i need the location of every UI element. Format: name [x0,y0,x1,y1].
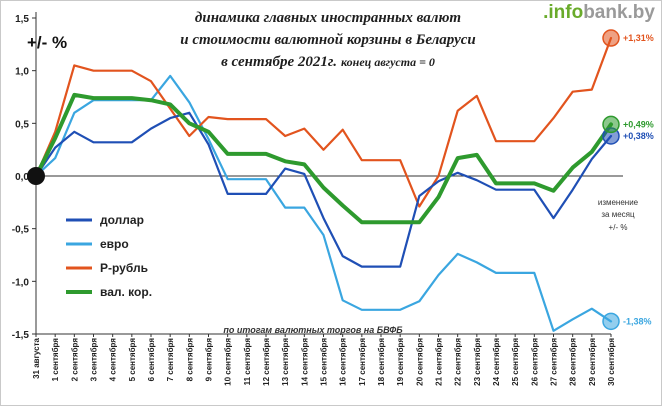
x-tick-label: 21 сентября [435,338,444,386]
x-tick-label: 3 сентября [90,338,99,382]
y-tick-label: 0,0 [15,172,29,183]
monthly-change-note: изменение за месяц +/- % [598,198,639,232]
source-note: по итогам валютных торгов на БВФБ [223,325,403,335]
x-tick-label: 26 сентября [530,338,539,386]
legend: доллар евро Р-рубль вал. кор. [66,213,152,299]
chart-subtitle: конец августа = 0 [341,55,435,69]
x-tick-label: 1 сентября [51,338,60,382]
x-tick-label: 17 сентября [358,338,367,386]
y-tick-labels: 1,5 1,0 0,5 0,0 -0,5 -1,0 -1,5 [12,14,30,341]
x-tick-label: 29 сентября [588,338,597,386]
x-tick-label: 15 сентября [320,338,329,386]
start-point-marker [27,167,45,185]
monthly-change-note-line-3: +/- % [609,223,628,232]
y-tick-label: -1,0 [12,277,30,288]
chart-title-line-1: динамика главных иностранных валют [195,10,461,26]
axes [32,12,623,337]
end-marker-1 [602,312,620,331]
x-tick-label: 5 сентября [128,338,137,382]
legend-label-0: доллар [100,213,144,227]
series-lines [34,36,613,332]
chart-title-period: в сентябре 2021г. [221,54,337,70]
x-tick-label: 27 сентября [550,338,559,386]
chart-title-line-3: в сентябре 2021г. конец августа = 0 [221,54,435,70]
x-tick-label: 22 сентября [454,338,463,386]
x-tick-label: 25 сентября [511,338,520,386]
x-tick-label: 28 сентября [569,338,578,386]
end-label-3: +0,49% [623,119,654,129]
series-endpoints: +0,38% -1,38% +1,31% +0,49% [27,29,654,331]
x-tick-label: 18 сентября [377,338,386,386]
x-tick-label: 19 сентября [396,338,405,386]
series-line-2 [34,36,613,208]
y-tick-label: -0,5 [12,225,30,236]
legend-label-3: вал. кор. [100,285,152,299]
x-tick-label: 23 сентября [473,338,482,386]
series-line-0 [34,111,613,268]
monthly-change-note-line-1: изменение [598,198,639,207]
end-label-0: +0,38% [623,131,654,141]
x-tick-label: 7 сентября [166,338,175,382]
x-tick-label: 8 сентября [185,338,194,382]
chart-title: динамика главных иностранных валют и сто… [180,10,476,70]
brand-logo-suffix: bank.by [583,2,655,23]
series-line-3 [34,92,613,225]
chart-title-line-2: и стоимости валютной корзины в Беларуси [180,32,476,48]
y-axis-label: +/- % [27,33,67,52]
x-tick-label: 16 сентября [339,338,348,386]
x-tick-label: 30 сентября [607,338,616,386]
x-tick-label: 2 сентября [70,338,79,382]
x-tick-label: 20 сентября [415,338,424,386]
x-tick-label: 11 сентября [243,338,252,386]
y-tick-label: 0,5 [15,119,29,130]
series-line-1 [34,74,613,332]
legend-label-2: Р-рубль [100,261,148,275]
end-label-2: +1,31% [623,33,654,43]
x-tick-label: 6 сентября [147,338,156,382]
monthly-change-note-line-2: за месяц [601,210,635,219]
x-tick-label: 31 августа [32,337,41,378]
y-tick-label: 1,0 [15,67,29,78]
end-label-1: -1,38% [623,316,652,326]
x-tick-label: 14 сентября [300,338,309,386]
y-tick-label: -1,5 [12,330,30,341]
end-marker-2 [602,29,620,47]
x-tick-label: 13 сентября [281,338,290,386]
x-tick-label: 10 сентября [224,338,233,386]
legend-label-1: евро [100,237,129,251]
x-tick-label: 24 сентября [492,338,501,386]
x-tick-label: 9 сентября [205,338,214,382]
end-marker-3 [602,115,620,134]
brand-logo: .infobank.by [543,2,655,23]
x-tick-label: 12 сентября [262,338,271,386]
brand-logo-prefix: .info [543,2,583,23]
y-tick-label: 1,5 [15,14,29,25]
x-tick-label: 4 сентября [109,338,118,382]
x-tick-labels: 31 августа 1 сентября 2 сентября 3 сентября… [32,337,616,385]
